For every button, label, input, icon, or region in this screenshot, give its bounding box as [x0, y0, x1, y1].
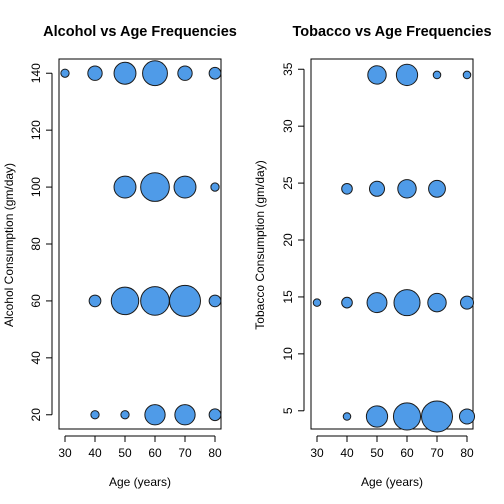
tobacco-y-tick-label: 15 — [281, 290, 295, 304]
alcohol-bubble — [169, 284, 201, 317]
alcohol-bubble — [142, 60, 168, 87]
tobacco-bubble — [421, 400, 453, 433]
tobacco-bubble — [432, 70, 442, 80]
tobacco-x-tick-label: 40 — [340, 446, 354, 460]
alcohol-bubble — [120, 410, 130, 420]
tobacco-x-tick-label: 60 — [400, 446, 414, 460]
alcohol-bubble — [60, 68, 70, 78]
tobacco-bubble — [368, 180, 386, 197]
alcohol-x-tick-label: 30 — [58, 446, 72, 460]
alcohol-bubble — [140, 286, 170, 316]
alcohol-y-tick-label: 60 — [29, 294, 43, 308]
tobacco-bubble — [367, 65, 387, 85]
alcohol-y-axis-label: Alcohol Consumption (gm/day) — [2, 163, 16, 327]
alcohol-bubble — [210, 182, 220, 192]
tobacco-bubble — [462, 70, 472, 80]
alcohol-x-tick-label: 70 — [178, 446, 192, 460]
tobacco-bubble — [393, 289, 421, 317]
alcohol-panel: Alcohol vs Age Frequencies Age (years) A… — [2, 24, 237, 489]
tobacco-chart-title: Tobacco vs Age Frequencies — [292, 24, 491, 40]
tobacco-bubble — [392, 402, 422, 431]
alcohol-y-tick-label: 80 — [29, 237, 43, 251]
alcohol-bubble — [208, 66, 222, 80]
alcohol-bubble — [208, 408, 222, 422]
alcohol-bubble — [177, 65, 193, 81]
alcohol-x-axis-label: Age (years) — [109, 475, 171, 489]
alcohol-chart-title: Alcohol vs Age Frequencies — [43, 24, 237, 40]
alcohol-y-tick-label: 140 — [29, 63, 43, 83]
tobacco-panel: Tobacco vs Age Frequencies Age (years) T… — [253, 24, 492, 489]
tobacco-y-tick-label: 25 — [281, 176, 295, 190]
alcohol-bubble — [113, 175, 137, 199]
alcohol-y-tick-label: 120 — [29, 120, 43, 140]
tobacco-bubble — [428, 179, 446, 198]
tobacco-bubble — [397, 179, 417, 199]
alcohol-x-tick-label: 50 — [118, 446, 132, 460]
tobacco-y-tick-label: 30 — [281, 119, 295, 133]
alcohol-bubble — [110, 286, 140, 316]
tobacco-plot-box — [310, 58, 474, 430]
alcohol-x-tick-label: 40 — [88, 446, 102, 460]
alcohol-y-tick-label: 20 — [29, 408, 43, 422]
tobacco-bubble — [366, 292, 388, 314]
tobacco-x-axis-label: Age (years) — [361, 475, 423, 489]
tobacco-bubble — [365, 405, 389, 428]
tobacco-y-tick-label: 5 — [281, 407, 295, 414]
alcohol-y-tick-label: 40 — [29, 351, 43, 365]
tobacco-x-tick-label: 50 — [370, 446, 384, 460]
alcohol-bubble — [173, 175, 197, 199]
alcohol-x-tick-label: 80 — [208, 446, 222, 460]
tobacco-bubble — [395, 63, 419, 87]
tobacco-bubble — [341, 296, 353, 309]
alcohol-x-tick-label: 60 — [148, 446, 162, 460]
alcohol-bubble — [87, 65, 103, 81]
tobacco-bubble — [427, 292, 447, 313]
tobacco-y-axis-label: Tobacco Consumption (gm/day) — [253, 160, 267, 329]
tobacco-x-tick-label: 80 — [460, 446, 474, 460]
alcohol-bubble — [144, 404, 166, 426]
alcohol-bubble — [208, 294, 222, 308]
tobacco-bubble — [342, 412, 352, 421]
tobacco-y-tick-label: 35 — [281, 62, 295, 76]
tobacco-x-tick-label: 70 — [430, 446, 444, 460]
alcohol-bubble — [88, 294, 102, 308]
tobacco-y-tick-label: 10 — [281, 347, 295, 361]
tobacco-bubble — [341, 182, 353, 195]
alcohol-bubble — [174, 404, 196, 426]
tobacco-bubble — [459, 295, 475, 310]
tobacco-bubble — [312, 298, 322, 307]
alcohol-y-tick-label: 100 — [29, 177, 43, 197]
alcohol-bubble — [140, 172, 170, 202]
alcohol-plot-box — [58, 58, 222, 430]
alcohol-bubble — [90, 410, 100, 420]
tobacco-bubble — [458, 408, 476, 425]
tobacco-y-tick-label: 20 — [281, 233, 295, 247]
alcohol-bubble — [113, 61, 137, 85]
tobacco-x-tick-label: 30 — [310, 446, 324, 460]
